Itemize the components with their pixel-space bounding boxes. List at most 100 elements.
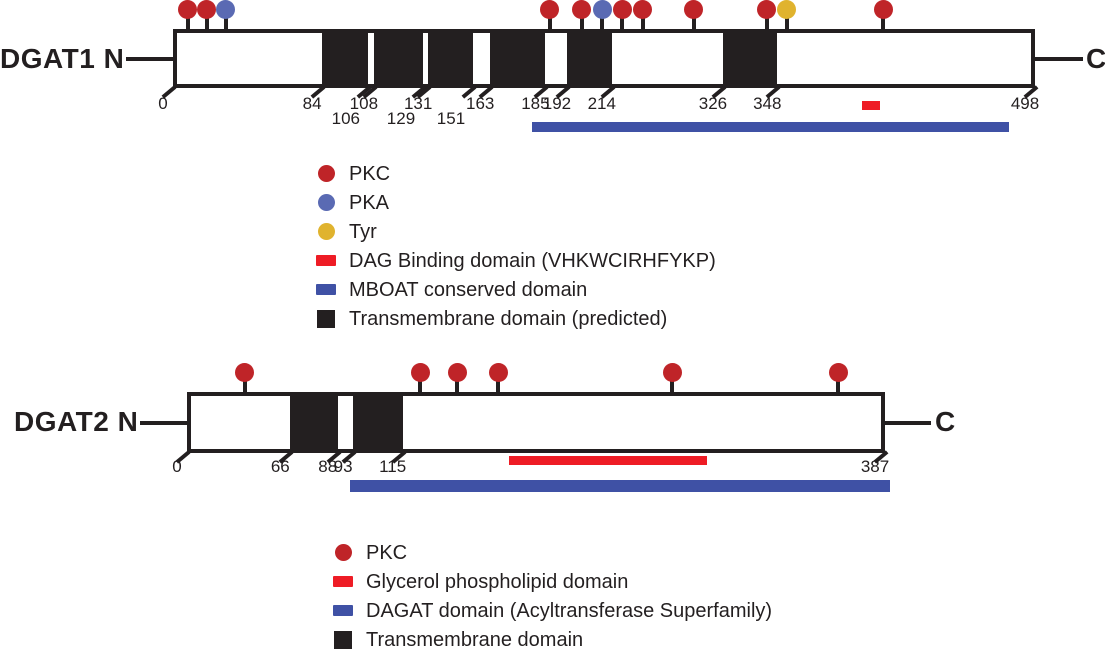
c-terminus-line (885, 420, 931, 425)
transmembrane-segment (322, 29, 368, 88)
n-terminus-line (140, 420, 187, 425)
legend-chip-wrap (316, 255, 336, 266)
phosphosite-tyr-icon (777, 0, 797, 19)
transmembrane-segment (490, 29, 546, 88)
legend-chip-wrap (316, 165, 336, 182)
legend-item-label: PKC (349, 162, 391, 185)
axis-tick-label: 214 (587, 94, 616, 113)
phosphosite-stem (620, 18, 625, 29)
legend-item: MBOAT conserved domain (316, 275, 716, 304)
phosphosite-stem (455, 381, 460, 392)
transmembrane-segment (428, 29, 473, 88)
phosphosite-pka-icon (216, 0, 236, 19)
phosphosite-pkc-icon (197, 0, 217, 19)
phosphosite-stem (223, 18, 228, 29)
dgat1-legend: PKC PKA Tyr DAG Binding domain (VHKWCIRHFYK… (316, 159, 716, 333)
phosphosite-stem (242, 381, 247, 392)
phosphosite-stem (185, 18, 190, 29)
phosphosite-stem (600, 18, 605, 29)
legend-black-square-icon (317, 309, 335, 328)
legend-blue-domain-rect-icon (316, 284, 336, 295)
terminus-c-label: C (935, 406, 956, 437)
phosphosite-pkc-icon (873, 0, 893, 19)
legend-item-label: PKC (366, 541, 408, 564)
axis-tick-label: 0 (158, 94, 168, 113)
axis-tick-label: 326 (698, 94, 728, 113)
protein-name-label: DGAT1 N (0, 43, 125, 74)
phosphosite-pka-icon (592, 0, 612, 19)
axis-tick-label: 115 (379, 457, 407, 476)
phosphosite-stem (204, 18, 209, 29)
legend-item-label: DAGAT domain (Acyltransferase Superfamil… (366, 599, 773, 622)
legend-item: Transmembrane domain (333, 625, 772, 651)
axis-tick-label: 88 (318, 457, 338, 476)
axis-tick-label: 387 (860, 457, 890, 476)
axis-tick-label: 106 (331, 109, 360, 128)
axis-tick-label: 108 (349, 94, 379, 113)
legend-item: PKA (316, 188, 716, 217)
legend-pka-circle-icon (317, 194, 335, 211)
legend-item-label: DAG Binding domain (VHKWCIRHFYKP) (349, 249, 716, 272)
legend-tyr-circle-icon (317, 223, 335, 240)
phosphosite-pkc-icon (612, 0, 632, 19)
legend-chip-wrap (333, 544, 353, 561)
axis-tick-label: 84 (302, 94, 322, 113)
phosphosite-stem (784, 18, 789, 29)
axis-tick-label: 498 (1010, 94, 1040, 113)
glycerol-phospholipid-domain-marker (508, 456, 707, 465)
mboat-conserved-domain-marker (531, 122, 1010, 132)
legend-chip-wrap (316, 223, 336, 240)
axis-tick-label: 192 (542, 94, 572, 113)
dgat2-legend: PKC Glycerol phospholipid domain DAGAT dom… (333, 538, 772, 651)
phosphosite-stem (691, 18, 696, 29)
protein-name-label: DGAT2 N (14, 406, 139, 437)
legend-item: Transmembrane domain (predicted) (316, 304, 716, 333)
legend-blue-domain-rect-icon (333, 605, 353, 616)
phosphosite-pkc-icon (178, 0, 198, 19)
phosphosite-pkc-icon (828, 363, 848, 382)
phosphosite-pkc-icon (662, 363, 682, 382)
axis-tick-label: 66 (270, 457, 290, 476)
legend-pkc-circle-icon (334, 544, 352, 561)
phosphosite-stem (640, 18, 645, 29)
legend-black-square-icon (334, 630, 352, 649)
legend-item: PKC (333, 538, 772, 567)
transmembrane-segment (373, 29, 423, 88)
legend-red-domain-rect-icon (333, 576, 353, 587)
phosphosite-pkc-icon (447, 363, 467, 382)
transmembrane-segment (566, 29, 612, 88)
legend-item: DAG Binding domain (VHKWCIRHFYKP) (316, 246, 716, 275)
phosphosite-pkc-icon (410, 363, 430, 382)
legend-item: PKC (316, 159, 716, 188)
dag-binding-domain-marker (861, 101, 880, 110)
legend-chip-wrap (333, 605, 353, 616)
n-terminus-line (126, 56, 173, 61)
phosphosite-stem (579, 18, 584, 29)
c-terminus-line (1035, 56, 1083, 61)
legend-item-label: Transmembrane domain (predicted) (349, 307, 668, 330)
transmembrane-segment (722, 29, 778, 88)
axis-tick-label: 185 (521, 94, 550, 113)
phosphosite-stem (547, 18, 552, 29)
axis-tick-label: 163 (466, 94, 495, 113)
legend-item-label: Tyr (349, 220, 377, 243)
axis-tick-label: 151 (436, 109, 466, 128)
legend-item: Tyr (316, 217, 716, 246)
legend-chip-wrap (333, 576, 353, 587)
legend-chip-wrap (316, 284, 336, 295)
legend-chip-wrap (316, 194, 336, 211)
axis-tick-label: 129 (386, 109, 416, 128)
phosphosite-pkc-icon (757, 0, 777, 19)
phosphosite-stem (881, 18, 886, 29)
phosphosite-stem (418, 381, 423, 392)
phosphosite-stem (670, 381, 675, 392)
phosphosite-pkc-icon (684, 0, 704, 19)
legend-item-label: Glycerol phospholipid domain (366, 570, 629, 593)
axis-tick-label: 93 (333, 457, 353, 476)
phosphosite-stem (764, 18, 769, 29)
phosphosite-stem (836, 381, 841, 392)
axis-tick-label: 0 (172, 457, 182, 476)
